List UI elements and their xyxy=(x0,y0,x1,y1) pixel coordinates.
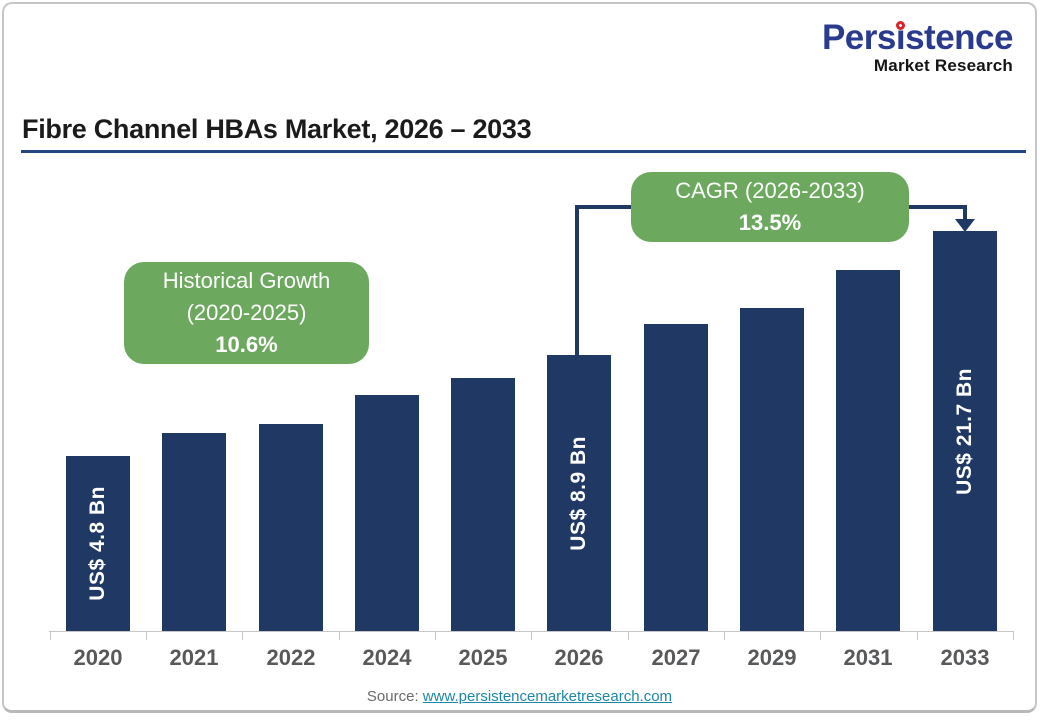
bar-value-label-2020: US$ 4.8 Bn xyxy=(86,486,109,601)
axis-tick xyxy=(531,631,532,640)
x-axis-label-2027: 2027 xyxy=(651,645,701,670)
axis-tick xyxy=(724,631,725,640)
source-link[interactable]: www.persistencemarketresearch.com xyxy=(422,688,673,705)
bracket-line-vertical-2026 xyxy=(575,205,579,356)
cagr-value: 13.5% xyxy=(738,210,802,235)
axis-tick xyxy=(917,631,918,640)
title-underline xyxy=(21,150,1026,153)
bracket-line-vertical-2033 xyxy=(963,205,967,221)
x-axis-label-2033: 2033 xyxy=(940,645,990,670)
bar-2033: US$ 21.7 Bn xyxy=(933,231,997,631)
bracket-line-horizontal-left xyxy=(575,205,635,209)
axis-tick xyxy=(50,631,51,640)
x-axis-label-2024: 2024 xyxy=(362,645,412,670)
bar-2022 xyxy=(259,424,323,631)
source-label: Source: xyxy=(366,688,419,705)
logo-text-part1: Pers xyxy=(821,18,896,57)
historical-growth-callout: Historical Growth (2020-2025) 10.6% xyxy=(124,262,369,364)
bar-2026: US$ 8.9 Bn xyxy=(547,355,611,631)
bar-2021 xyxy=(162,433,226,631)
logo-text-part3: stence xyxy=(905,18,1013,57)
bar-value-label-2026: US$ 8.9 Bn xyxy=(567,435,590,551)
source-line: Source: www.persistencemarketresearch.co… xyxy=(4,688,1035,705)
x-axis-label-2022: 2022 xyxy=(266,645,316,670)
logo-subtitle: Market Research xyxy=(873,55,1013,75)
x-axis-label-2021: 2021 xyxy=(169,645,219,670)
axis-tick xyxy=(628,631,629,640)
axis-tick xyxy=(820,631,821,640)
bar-2025 xyxy=(451,378,515,631)
x-axis-label-2025: 2025 xyxy=(458,645,508,670)
bar-2031 xyxy=(836,270,900,631)
historical-growth-line1: Historical Growth xyxy=(162,268,331,294)
axis-tick xyxy=(146,631,147,640)
bar-2029 xyxy=(740,308,804,631)
historical-growth-line2: (2020-2025) xyxy=(186,300,307,326)
bar-value-label-2033: US$ 21.7 Bn xyxy=(953,367,976,495)
bar-2027 xyxy=(644,324,708,631)
axis-tick xyxy=(435,631,436,640)
axis-tick xyxy=(339,631,340,640)
cagr-callout: CAGR (2026-2033) 13.5% xyxy=(631,172,909,242)
historical-growth-value: 10.6% xyxy=(215,331,278,357)
axis-tick xyxy=(1013,631,1014,640)
logo-red-dot-icon: ı xyxy=(895,18,906,57)
logo: Persıstence Market Research xyxy=(821,18,1014,76)
bracket-line-horizontal-right xyxy=(906,205,967,209)
logo-wordmark: Persıstence xyxy=(821,18,1014,57)
bar-2024 xyxy=(355,395,419,631)
plot-area: US$ 4.8 Bn 2020 2021 2022 2024 2025 US$ 8.9 Bn… xyxy=(4,4,1035,710)
axis-tick xyxy=(242,631,243,640)
page-title: Fibre Channel HBAs Market, 2026 – 2033 xyxy=(22,114,532,144)
x-axis-label-2031: 2031 xyxy=(843,645,893,670)
x-axis-label-2020: 2020 xyxy=(73,645,123,670)
arrow-down-icon xyxy=(955,219,975,232)
x-axis-label-2026: 2026 xyxy=(554,645,604,670)
cagr-line1: CAGR (2026-2033) xyxy=(675,178,865,204)
x-axis-label-2029: 2029 xyxy=(747,645,797,670)
bar-2020: US$ 4.8 Bn xyxy=(66,456,130,631)
